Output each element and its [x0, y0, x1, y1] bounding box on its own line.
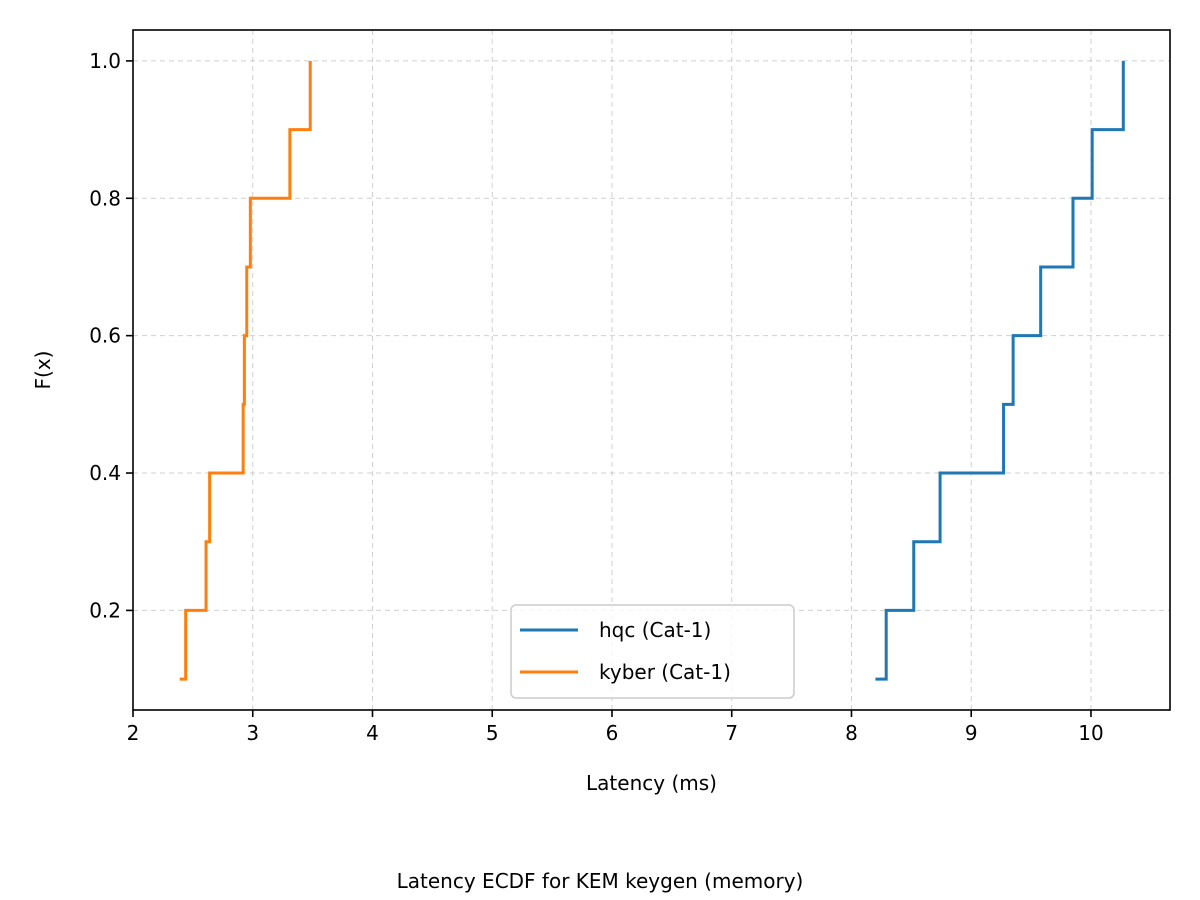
plot-frame — [132, 29, 1171, 711]
y-tick-label: 0.6 — [89, 324, 121, 348]
ticks: 2 3 4 5 6 7 8 9 10 0.2 0.4 0.6 0.8 1.0 — [89, 49, 1104, 745]
legend-label: kyber (Cat-1) — [599, 660, 731, 684]
x-tick-label: 5 — [486, 721, 499, 745]
series-line-1 — [179, 60, 312, 681]
y-tick-label: 1.0 — [89, 49, 121, 73]
x-tick-label: 8 — [845, 721, 858, 745]
y-tick-label: 0.4 — [89, 461, 121, 485]
x-axis-label: Latency (ms) — [586, 771, 717, 795]
series-layer — [179, 60, 1125, 681]
x-tick-label: 9 — [965, 721, 978, 745]
series-line-0 — [875, 60, 1125, 681]
y-tick-label: 0.2 — [89, 598, 121, 622]
x-tick-label: 2 — [127, 721, 140, 745]
x-tick-label: 6 — [606, 721, 619, 745]
legend-box — [510, 604, 795, 699]
legend-label: hqc (Cat-1) — [599, 618, 711, 642]
legend: hqc (Cat-1) kyber (Cat-1) — [510, 604, 795, 699]
x-tick-label: 10 — [1078, 721, 1103, 745]
y-tick-label: 0.8 — [89, 186, 121, 210]
x-tick-label: 7 — [725, 721, 738, 745]
y-axis-label: F(x) — [31, 351, 55, 390]
x-tick-label: 4 — [366, 721, 379, 745]
x-tick-label: 3 — [246, 721, 259, 745]
chart-caption: Latency ECDF for KEM keygen (memory) — [397, 869, 804, 893]
